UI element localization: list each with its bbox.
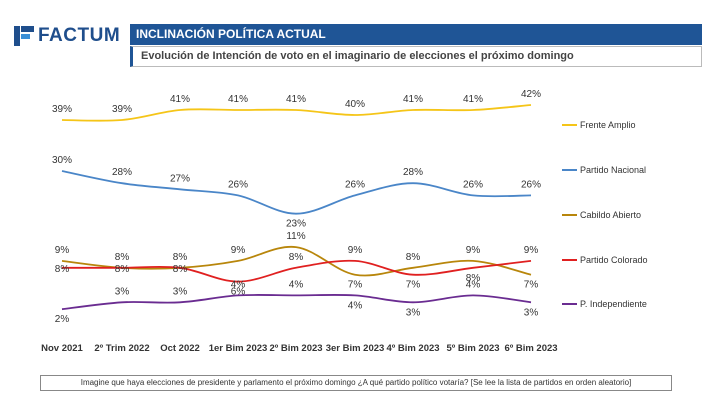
data-label-frente-amplio: 41% <box>403 94 423 105</box>
question-footnote: Imagine que haya elecciones de president… <box>40 375 672 391</box>
data-label-partido-colorado: 9% <box>524 245 539 256</box>
data-label-partido-nacional: 28% <box>112 167 132 178</box>
data-label-partido-nacional: 28% <box>403 167 423 178</box>
series-line-p-independiente <box>61 294 532 311</box>
data-label-cabildo-abierto: 9% <box>466 245 481 256</box>
x-tick-label: Nov 2021 <box>41 343 83 354</box>
data-label-p-independiente: 4% <box>348 300 363 311</box>
x-tick-label: 2º Trim 2022 <box>94 343 149 354</box>
x-tick-label: 6º Bim 2023 <box>504 343 557 354</box>
data-label-partido-nacional: 30% <box>52 155 72 166</box>
data-label-frente-amplio: 41% <box>286 94 306 105</box>
x-tick-label: 3er Bim 2023 <box>326 343 385 354</box>
data-label-partido-nacional: 27% <box>170 173 190 184</box>
data-label-frente-amplio: 41% <box>170 94 190 105</box>
data-label-frente-amplio: 41% <box>463 94 483 105</box>
data-label-cabildo-abierto: 8% <box>173 252 188 263</box>
data-label-p-independiente: 3% <box>524 307 539 318</box>
legend-label-partido-colorado: Partido Colorado <box>580 255 648 265</box>
data-label-frente-amplio: 40% <box>345 99 365 110</box>
data-label-partido-colorado: 8% <box>173 264 188 275</box>
x-tick-label: 4º Bim 2023 <box>386 343 439 354</box>
legend-label-cabildo-abierto: Cabildo Abierto <box>580 210 641 220</box>
data-label-partido-nacional: 26% <box>228 179 248 190</box>
data-label-cabildo-abierto: 8% <box>115 252 130 263</box>
legend-label-partido-nacional: Partido Nacional <box>580 165 646 175</box>
data-label-partido-colorado: 8% <box>289 252 304 263</box>
data-label-partido-nacional: 26% <box>521 179 541 190</box>
data-label-p-independiente: 4% <box>289 279 304 290</box>
data-label-cabildo-abierto: 7% <box>348 280 363 291</box>
factum-logo-icon <box>14 26 34 46</box>
brand-logo: FACTUM <box>14 24 120 48</box>
data-label-p-independiente: 2% <box>55 314 70 325</box>
data-label-cabildo-abierto: 11% <box>286 231 305 242</box>
series-line-cabildo-abierto <box>61 245 532 277</box>
data-label-cabildo-abierto: 7% <box>524 280 539 291</box>
legend-label-frente-amplio: Frente Amplio <box>580 120 636 130</box>
data-label-p-independiente: 3% <box>115 286 130 297</box>
data-label-partido-colorado: 8% <box>466 273 481 284</box>
series-line-partido-colorado <box>62 259 532 283</box>
data-label-partido-colorado: 8% <box>55 264 70 275</box>
data-label-partido-nacional: 26% <box>463 179 483 190</box>
data-label-p-independiente: 4% <box>466 279 481 290</box>
data-label-frente-amplio: 41% <box>228 94 248 105</box>
data-label-frente-amplio: 39% <box>112 104 132 115</box>
data-label-frente-amplio: 42% <box>521 89 541 100</box>
series-line-partido-nacional <box>61 170 532 215</box>
data-label-frente-amplio: 39% <box>52 104 72 115</box>
data-label-p-independiente: 4% <box>231 279 246 290</box>
data-label-partido-nacional: 23% <box>286 219 306 230</box>
data-label-partido-colorado: 7% <box>406 280 421 291</box>
data-label-p-independiente: 3% <box>406 307 421 318</box>
data-label-cabildo-abierto: 9% <box>231 245 246 256</box>
data-label-cabildo-abierto: 8% <box>406 252 421 263</box>
chart-subtitle: Evolución de Intención de voto en el ima… <box>130 46 702 67</box>
x-tick-label: 5º Bim 2023 <box>446 343 499 354</box>
legend-label-p-independiente: P. Independiente <box>580 299 647 309</box>
page-title: INCLINACIÓN POLÍTICA ACTUAL <box>130 24 702 45</box>
series-line-frente-amplio <box>61 104 532 122</box>
x-tick-label: Oct 2022 <box>160 343 200 354</box>
data-label-p-independiente: 3% <box>173 286 188 297</box>
data-label-partido-colorado: 8% <box>115 264 130 275</box>
line-chart: 39% 39% 41% 41% 41% 40% 41% 41% 42% Frente Amplio… <box>41 89 648 354</box>
data-label-partido-colorado: 9% <box>348 245 363 256</box>
brand-name: FACTUM <box>38 25 121 46</box>
x-tick-label: 2º Bim 2023 <box>269 343 322 354</box>
data-label-partido-colorado: 6% <box>231 287 246 298</box>
data-label-cabildo-abierto: 9% <box>55 245 70 256</box>
data-label-partido-nacional: 26% <box>345 179 365 190</box>
x-tick-label: 1er Bim 2023 <box>209 343 268 354</box>
